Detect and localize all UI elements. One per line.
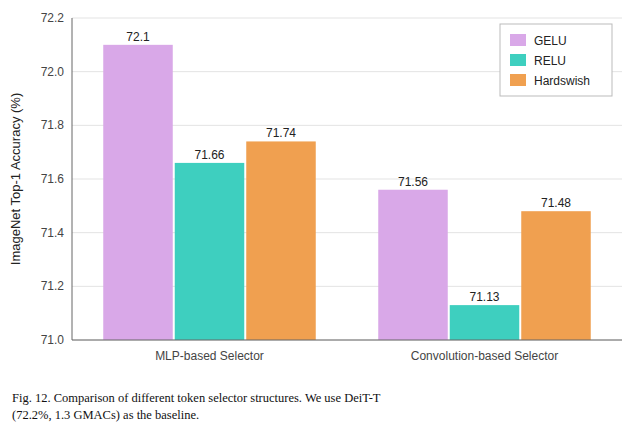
grid-line [72, 340, 622, 341]
legend-label: GELU [534, 34, 567, 48]
y-axis [72, 18, 73, 340]
y-tick-label: 71.6 [41, 172, 65, 186]
bar [378, 190, 448, 340]
legend-label: Hardswish [534, 74, 590, 88]
legend-box [500, 24, 612, 96]
chart: 71.0 71.2 71.4 71.6 71.8 72.0 72.2 72.1 71.56 71.… [0, 0, 640, 436]
x-axis [72, 340, 622, 341]
data-label: 71.66 [194, 148, 224, 162]
legend-swatch [510, 54, 526, 66]
caption-line: (72.2%, 1.3 GMACs) as the baseline. [12, 408, 199, 422]
x-tick-label: MLP-based Selector [155, 349, 264, 363]
data-label: 71.56 [398, 175, 428, 189]
bar [103, 45, 173, 340]
y-tick-label: 71.2 [41, 279, 65, 293]
bar [450, 305, 520, 340]
grid-line [72, 18, 622, 19]
legend: GELU RELU Hardswish [500, 24, 612, 96]
bar [175, 163, 245, 340]
data-label: 71.13 [469, 290, 499, 304]
y-tick-label: 72.2 [41, 11, 65, 25]
y-tick-label: 72.0 [41, 65, 65, 79]
y-tick-label: 71.4 [41, 226, 65, 240]
data-label: 72.1 [126, 30, 150, 44]
bar [246, 141, 316, 340]
data-label: 71.48 [541, 196, 571, 210]
caption-line: Fig. 12. Comparison of different token s… [12, 391, 381, 405]
y-tick-label: 71.8 [41, 118, 65, 132]
legend-swatch [510, 34, 526, 46]
legend-label: RELU [534, 54, 566, 68]
y-tick-label: 71.0 [41, 333, 65, 347]
caption: Fig. 12. Comparison of different token s… [12, 391, 381, 422]
y-axis-label: ImageNet Top-1 Accuracy (%) [8, 93, 23, 265]
legend-swatch [510, 74, 526, 86]
x-tick-label: Convolution-based Selector [411, 349, 558, 363]
data-label: 71.74 [266, 126, 296, 140]
bar [521, 211, 591, 340]
y-grid [72, 18, 622, 340]
